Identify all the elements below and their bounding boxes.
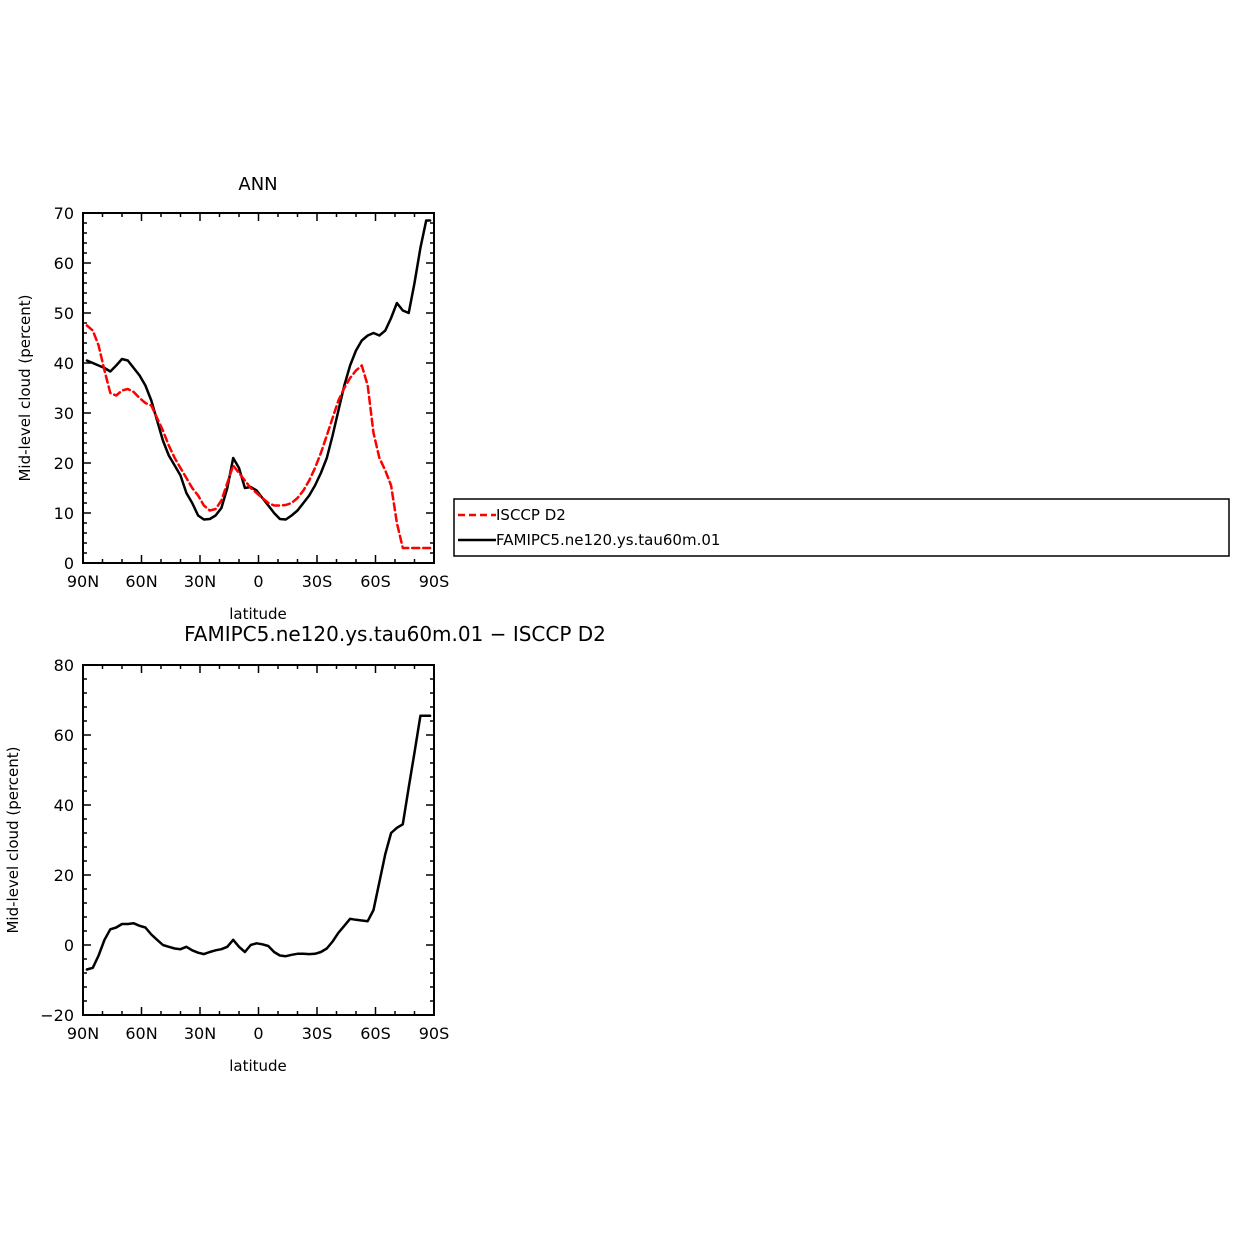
legend-box <box>453 498 1230 557</box>
x-tick-label: 90N <box>67 572 99 591</box>
top-plot-frame <box>82 212 435 564</box>
bottom-panel-title: FAMIPC5.ne120.ys.tau60m.01 − ISCCP D2 <box>184 622 606 646</box>
x-tick-label: 30S <box>302 1024 333 1043</box>
x-tick-label: 90S <box>419 1024 450 1043</box>
top-x-axis-label: latitude <box>229 605 287 623</box>
y-tick-label: 20 <box>54 866 74 885</box>
top-panel-title: ANN <box>238 174 277 195</box>
bottom-plot-frame <box>82 664 435 1016</box>
y-tick-label: 0 <box>64 936 74 955</box>
top-y-tick-labels: 0 10 20 30 40 50 60 70 <box>54 204 74 573</box>
y-tick-label: 20 <box>54 454 74 473</box>
legend-label-famipc5: FAMIPC5.ne120.ys.tau60m.01 <box>496 531 720 549</box>
series-line-isccp-d2 <box>85 324 432 550</box>
y-tick-label: 40 <box>54 354 74 373</box>
x-tick-label: 60N <box>125 1024 157 1043</box>
top-y-axis-label: Mid-level cloud (percent) <box>16 294 34 481</box>
top-panel: ANN Mid-level cloud (percent) latitude 0… <box>16 174 449 623</box>
top-x-tick-labels: 90N 60N 30N 0 30S 60S 90S <box>67 572 449 591</box>
x-tick-label: 60N <box>125 572 157 591</box>
x-tick-label: 90S <box>419 572 450 591</box>
bottom-tick-marks <box>82 664 435 1016</box>
x-tick-label: 30N <box>184 1024 216 1043</box>
series-line-difference <box>85 714 432 971</box>
y-tick-label: −20 <box>40 1006 74 1025</box>
bottom-y-tick-labels: −20 0 20 40 60 80 <box>40 656 74 1025</box>
x-tick-label: 60S <box>360 572 391 591</box>
y-tick-label: 80 <box>54 656 74 675</box>
top-tick-marks <box>82 212 435 564</box>
x-tick-label: 0 <box>253 1024 263 1043</box>
bottom-y-axis-label: Mid-level cloud (percent) <box>4 746 22 933</box>
top-plot-lines <box>85 219 432 550</box>
y-tick-label: 40 <box>54 796 74 815</box>
legend: ISCCP D2 FAMIPC5.ne120.ys.tau60m.01 <box>453 498 1230 557</box>
series-line-famipc5-ne120-ys-tau60m-01 <box>85 219 432 521</box>
bottom-x-axis-label: latitude <box>229 1057 287 1075</box>
y-tick-label: 60 <box>54 254 74 273</box>
x-tick-label: 60S <box>360 1024 391 1043</box>
bottom-panel: FAMIPC5.ne120.ys.tau60m.01 − ISCCP D2 Mi… <box>4 622 606 1075</box>
x-tick-label: 90N <box>67 1024 99 1043</box>
legend-label-isccp: ISCCP D2 <box>496 506 566 524</box>
x-tick-label: 30S <box>302 572 333 591</box>
y-tick-label: 10 <box>54 504 74 523</box>
bottom-x-tick-labels: 90N 60N 30N 0 30S 60S 90S <box>67 1024 449 1043</box>
x-tick-label: 30N <box>184 572 216 591</box>
y-tick-label: 60 <box>54 726 74 745</box>
bottom-plot-lines <box>85 714 432 971</box>
y-tick-label: 70 <box>54 204 74 223</box>
x-tick-label: 0 <box>253 572 263 591</box>
y-tick-label: 50 <box>54 304 74 323</box>
y-tick-label: 0 <box>64 554 74 573</box>
y-tick-label: 30 <box>54 404 74 423</box>
